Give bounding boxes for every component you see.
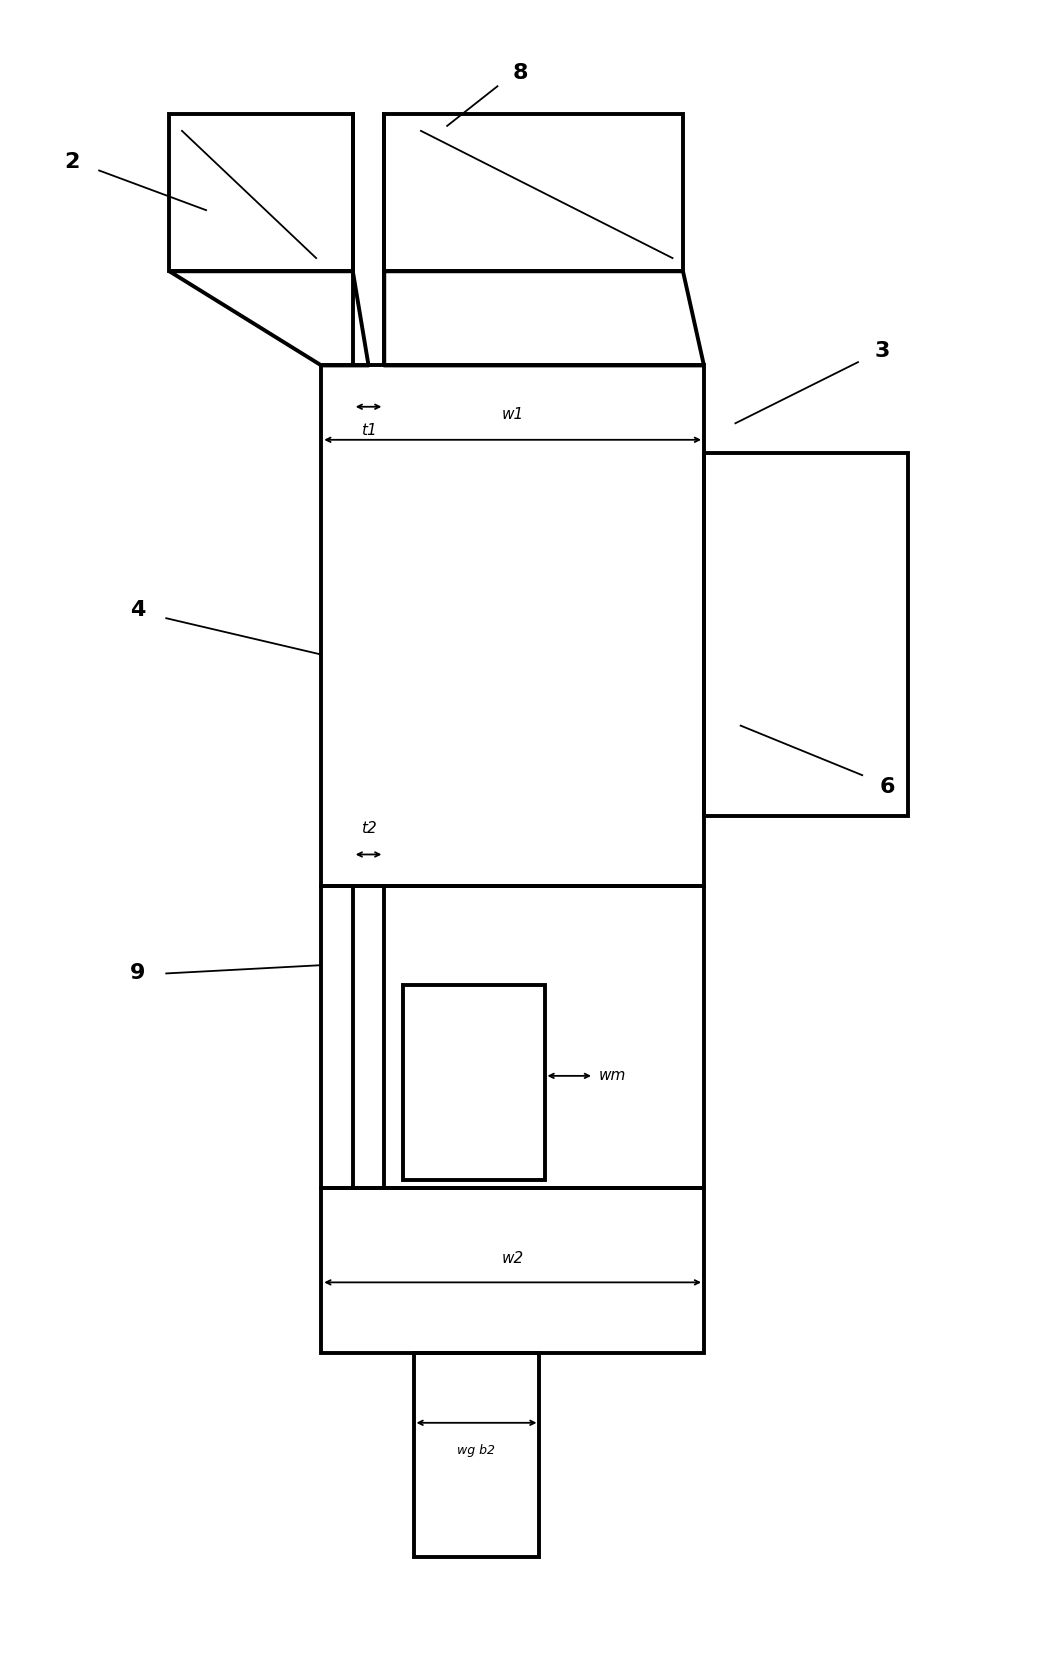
Bar bbox=[322, 1188, 704, 1353]
Text: w1: w1 bbox=[502, 407, 525, 421]
Text: wg b2: wg b2 bbox=[458, 1444, 496, 1458]
Bar bbox=[322, 886, 704, 1188]
Text: 3: 3 bbox=[874, 340, 890, 360]
Text: 8: 8 bbox=[513, 63, 528, 83]
Bar bbox=[704, 453, 908, 816]
Bar bbox=[322, 365, 704, 886]
Text: t2: t2 bbox=[361, 821, 376, 836]
Text: t1: t1 bbox=[361, 423, 376, 438]
Bar bbox=[413, 1353, 539, 1556]
Text: 2: 2 bbox=[64, 152, 80, 172]
Bar bbox=[384, 115, 683, 272]
Text: w2: w2 bbox=[502, 1251, 525, 1266]
Text: 4: 4 bbox=[131, 600, 145, 620]
Text: 9: 9 bbox=[131, 963, 145, 983]
Bar bbox=[404, 985, 545, 1180]
Bar bbox=[170, 115, 353, 272]
Text: wm: wm bbox=[599, 1068, 627, 1083]
Text: 6: 6 bbox=[879, 776, 895, 796]
